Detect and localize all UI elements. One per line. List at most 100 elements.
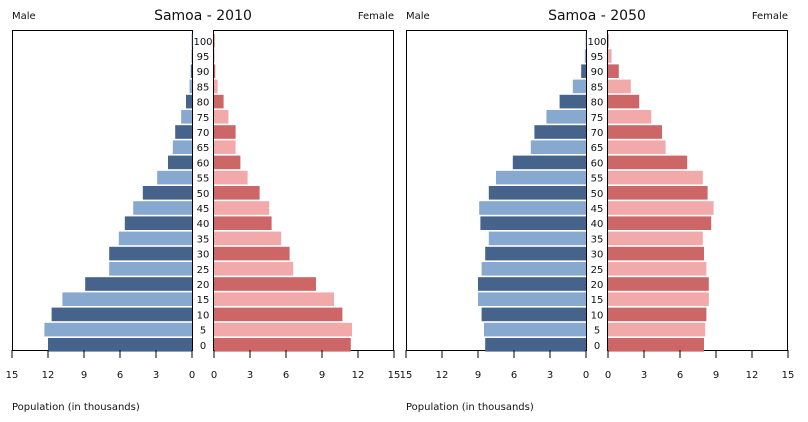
male-bar-age-90: [190, 64, 192, 78]
female-bar-age-90: [608, 64, 619, 78]
male-bar-age-100: [585, 34, 587, 48]
male-bar-age-80: [559, 94, 586, 109]
female-bar-age-95: [214, 49, 215, 63]
age-label: 30: [591, 250, 604, 261]
age-label: 55: [197, 174, 210, 185]
male-bar-age-35: [118, 231, 192, 246]
male-bar-age-55: [496, 170, 586, 185]
female-bar-age-10: [214, 307, 343, 322]
female-bar-age-5: [608, 322, 706, 337]
male-tick-label: 9: [475, 370, 481, 381]
male-bar-age-40: [480, 216, 586, 230]
female-bar-age-0: [214, 338, 351, 352]
age-label: 90: [591, 67, 604, 78]
female-bar-age-85: [608, 79, 631, 94]
age-label: 45: [591, 204, 604, 215]
male-label: Male: [406, 11, 430, 22]
age-label: 20: [197, 280, 210, 291]
female-bar-age-80: [608, 94, 640, 109]
male-bar-age-20: [478, 277, 586, 291]
female-bar-age-55: [608, 170, 703, 185]
age-label: 25: [197, 265, 210, 276]
age-label: 25: [591, 265, 604, 276]
female-bar-age-95: [608, 49, 612, 63]
female-bar-age-20: [608, 277, 709, 291]
age-label: 80: [591, 98, 604, 109]
age-label: 40: [591, 219, 604, 230]
female-bar-age-25: [214, 262, 294, 276]
male-tick-label: 12: [436, 370, 449, 381]
female-bar-age-90: [214, 64, 216, 78]
male-bar-age-45: [479, 201, 586, 215]
male-bar-age-85: [572, 79, 586, 94]
female-tick-label: 12: [746, 370, 759, 381]
female-bar-age-100: [214, 34, 215, 48]
male-bar-age-35: [488, 231, 586, 246]
male-tick-label: 0: [583, 370, 589, 381]
age-label: 45: [197, 204, 210, 215]
male-bar-age-80: [186, 94, 192, 109]
age-label: 5: [200, 326, 206, 337]
female-bar-age-40: [214, 216, 272, 230]
age-label: 10: [197, 310, 210, 321]
female-bar-age-45: [214, 201, 270, 215]
male-tick-label: 15: [400, 370, 413, 381]
male-bar-age-0: [48, 338, 192, 352]
x-axis-title: Population (in thousands): [12, 402, 140, 413]
male-bar-age-15: [478, 292, 586, 306]
age-label: 35: [591, 234, 604, 245]
female-bar-age-25: [608, 262, 707, 276]
male-bar-age-90: [581, 64, 586, 78]
male-tick-label: 3: [153, 370, 159, 381]
male-bar-age-10: [51, 307, 192, 322]
female-tick-label: 3: [247, 370, 253, 381]
age-label: 15: [591, 295, 604, 306]
female-tick-label: 9: [713, 370, 719, 381]
age-label: 50: [197, 189, 210, 200]
female-bar-age-75: [608, 110, 652, 124]
female-bar-age-30: [608, 246, 704, 261]
male-bar-age-30: [109, 246, 192, 261]
female-bar-age-0: [608, 338, 704, 352]
male-tick-label: 15: [6, 370, 19, 381]
male-tick-label: 12: [42, 370, 55, 381]
female-bar-age-55: [214, 170, 248, 185]
age-label: 60: [591, 158, 604, 169]
male-bar-age-60: [512, 155, 586, 170]
female-tick-label: 6: [283, 370, 289, 381]
female-bar-age-100: [608, 34, 609, 48]
female-bar-age-75: [214, 110, 229, 124]
female-tick-label: 0: [605, 370, 611, 381]
female-bar-age-60: [608, 155, 688, 170]
male-bar-age-50: [488, 186, 586, 200]
female-bar-age-70: [608, 125, 662, 139]
x-axis-title: Population (in thousands): [406, 402, 534, 413]
male-bar-age-30: [485, 246, 586, 261]
female-bar-age-15: [214, 292, 334, 306]
male-bar-age-60: [168, 155, 192, 170]
female-bar-age-70: [214, 125, 236, 139]
male-bar-age-0: [485, 338, 586, 352]
age-label: 90: [197, 67, 210, 78]
age-label: 65: [591, 143, 604, 154]
male-bar-age-65: [172, 140, 192, 154]
age-label: 0: [594, 341, 600, 352]
male-bar-age-95: [584, 49, 586, 63]
male-bar-age-55: [157, 170, 192, 185]
age-label: 100: [193, 37, 212, 48]
male-bar-age-5: [484, 322, 586, 337]
age-label: 85: [591, 82, 604, 93]
age-label: 5: [594, 326, 600, 337]
male-tick-label: 6: [511, 370, 517, 381]
female-bar-age-85: [214, 79, 218, 94]
age-label: 75: [197, 113, 210, 124]
female-bar-age-10: [608, 307, 707, 322]
age-label: 15: [197, 295, 210, 306]
age-label: 60: [197, 158, 210, 169]
age-label: 95: [197, 52, 210, 63]
male-bar-age-45: [133, 201, 192, 215]
age-label: 10: [591, 310, 604, 321]
